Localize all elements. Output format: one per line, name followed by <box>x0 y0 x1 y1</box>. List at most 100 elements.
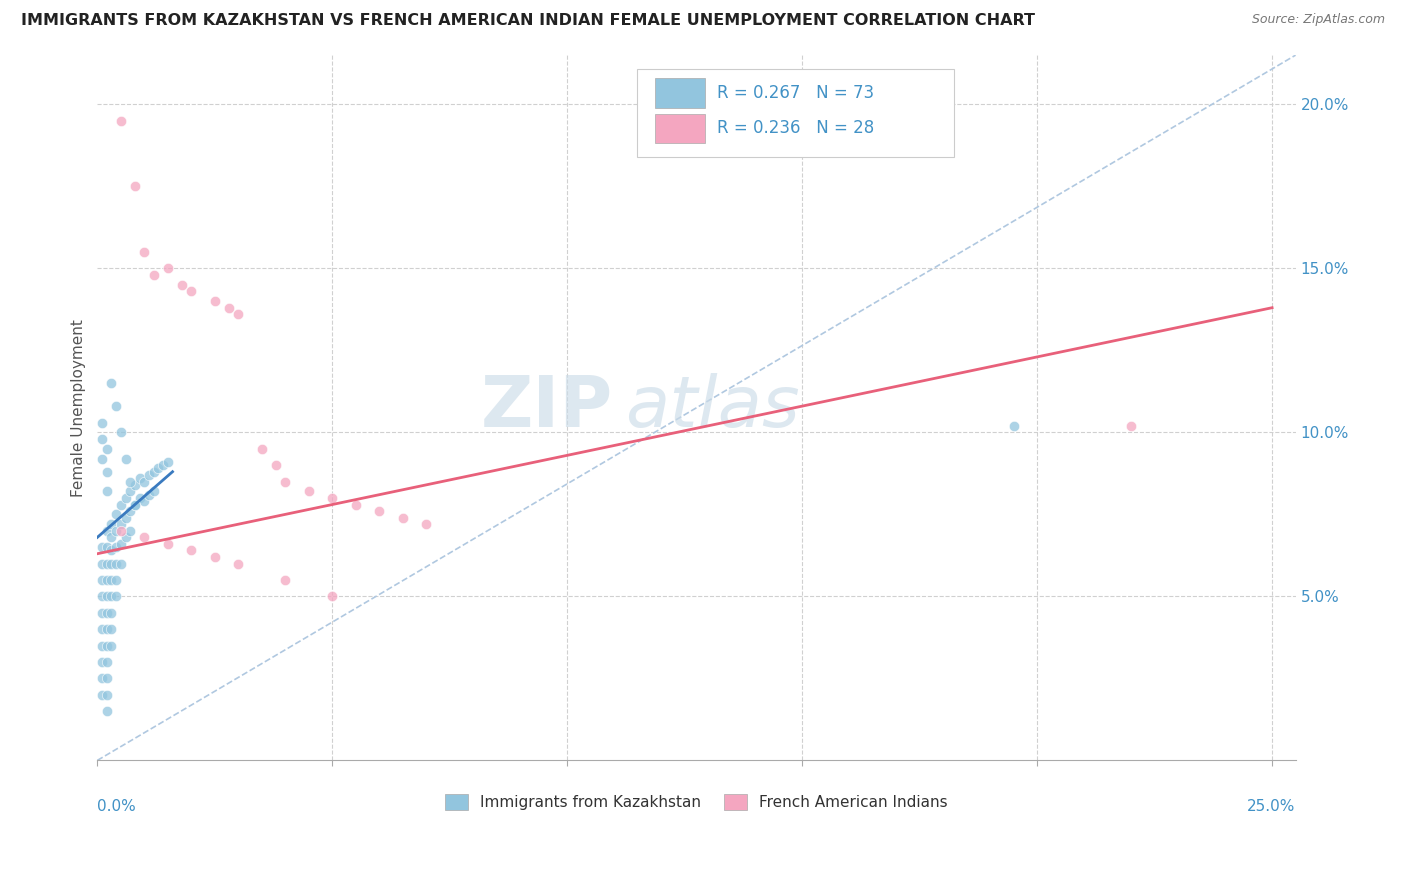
Point <box>110 557 132 571</box>
Point <box>134 475 156 489</box>
Point <box>152 458 174 472</box>
Point <box>124 498 146 512</box>
Point <box>105 540 128 554</box>
Point <box>96 606 118 620</box>
Point <box>264 458 287 472</box>
Point <box>110 517 132 532</box>
Point <box>100 590 122 604</box>
Text: Source: ZipAtlas.com: Source: ZipAtlas.com <box>1251 13 1385 27</box>
Point <box>91 557 114 571</box>
Point <box>250 442 273 456</box>
Point <box>96 524 118 538</box>
Point <box>100 530 122 544</box>
Point <box>100 557 122 571</box>
Point <box>91 672 114 686</box>
Point <box>105 399 128 413</box>
Point <box>105 557 128 571</box>
Point <box>120 524 142 538</box>
Text: 0.0%: 0.0% <box>97 799 136 814</box>
Point <box>114 491 136 505</box>
Point <box>170 277 193 292</box>
Point <box>110 537 132 551</box>
Point <box>110 498 132 512</box>
Point <box>120 475 142 489</box>
Point <box>120 484 142 499</box>
Point <box>138 488 160 502</box>
Point <box>321 590 343 604</box>
Point <box>114 510 136 524</box>
Point <box>96 484 118 499</box>
Point <box>110 425 132 440</box>
Point <box>96 442 118 456</box>
Point <box>100 517 122 532</box>
Text: R = 0.236   N = 28: R = 0.236 N = 28 <box>717 120 875 137</box>
Point <box>105 573 128 587</box>
Point <box>91 606 114 620</box>
Point <box>114 530 136 544</box>
Point <box>128 491 150 505</box>
Point <box>105 524 128 538</box>
Point <box>142 465 165 479</box>
Point <box>134 530 156 544</box>
Point <box>274 573 297 587</box>
Point <box>180 285 202 299</box>
Point <box>96 655 118 669</box>
Point <box>91 590 114 604</box>
Point <box>204 294 226 309</box>
Point <box>100 622 122 636</box>
Point <box>391 510 413 524</box>
Point <box>156 537 179 551</box>
Point <box>124 478 146 492</box>
Point <box>148 461 170 475</box>
Point <box>96 688 118 702</box>
Point <box>91 688 114 702</box>
FancyBboxPatch shape <box>655 78 704 108</box>
Point <box>91 432 114 446</box>
Point <box>1119 418 1142 433</box>
Point <box>96 465 118 479</box>
Point <box>114 451 136 466</box>
Point <box>120 504 142 518</box>
Point <box>142 268 165 282</box>
Point <box>96 704 118 718</box>
Point <box>218 301 240 315</box>
Point <box>91 451 114 466</box>
Point <box>204 549 226 564</box>
Point <box>96 540 118 554</box>
Point <box>110 524 132 538</box>
Point <box>156 261 179 276</box>
Point <box>100 543 122 558</box>
Point <box>91 639 114 653</box>
Point <box>96 557 118 571</box>
Point <box>100 639 122 653</box>
Point <box>105 590 128 604</box>
Legend: Immigrants from Kazakhstan, French American Indians: Immigrants from Kazakhstan, French Ameri… <box>439 788 955 816</box>
Point <box>228 557 250 571</box>
Text: 25.0%: 25.0% <box>1247 799 1295 814</box>
Point <box>91 573 114 587</box>
Text: atlas: atlas <box>624 373 799 442</box>
Point <box>134 244 156 259</box>
Y-axis label: Female Unemployment: Female Unemployment <box>72 318 86 497</box>
Point <box>96 573 118 587</box>
Point <box>344 498 367 512</box>
Point <box>96 672 118 686</box>
Point <box>91 622 114 636</box>
Point <box>134 494 156 508</box>
Point <box>91 416 114 430</box>
Point <box>100 376 122 391</box>
Point <box>138 468 160 483</box>
Text: R = 0.267   N = 73: R = 0.267 N = 73 <box>717 84 875 103</box>
Point <box>96 639 118 653</box>
Point <box>105 508 128 522</box>
Point <box>415 517 437 532</box>
Point <box>180 543 202 558</box>
Point <box>124 498 146 512</box>
Point <box>124 179 146 194</box>
Point <box>156 455 179 469</box>
Point <box>100 573 122 587</box>
FancyBboxPatch shape <box>637 70 955 157</box>
Point <box>91 655 114 669</box>
FancyBboxPatch shape <box>655 113 704 144</box>
Point <box>91 540 114 554</box>
